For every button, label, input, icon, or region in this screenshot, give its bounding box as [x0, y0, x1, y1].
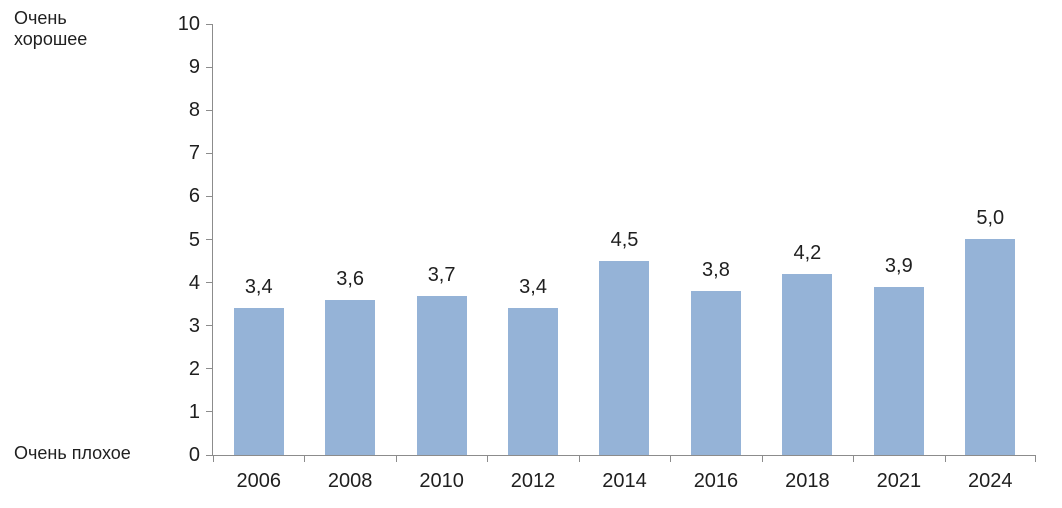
bar-value-label: 3,8 [702, 259, 730, 281]
bar-column-2014: 4,5 2014 [579, 24, 670, 492]
y-axis-tick-label: 5 [188, 228, 200, 251]
bar-value-label: 3,9 [884, 255, 913, 277]
bar [690, 291, 741, 455]
x-axis-tick [1035, 455, 1036, 462]
bar-column-2024: 5,0 2024 [945, 24, 1036, 492]
y-axis-tick [206, 325, 213, 327]
bar-value-label: 3,6 [336, 268, 365, 290]
y-axis-tick [206, 239, 213, 240]
bar-column-2018: 4,2 2018 [762, 24, 853, 492]
bar [508, 308, 559, 455]
y-axis-tick [206, 109, 213, 111]
y-axis-tick [206, 411, 213, 413]
y-axis-tick-label: 2 [188, 357, 200, 380]
x-axis-category-label: 2024 [968, 470, 1013, 492]
x-axis-tick [761, 455, 763, 462]
x-axis-tick [304, 455, 306, 462]
x-axis-category-label: 2008 [327, 470, 373, 492]
plot-area: 0 1 2 3 4 5 6 7 8 9 10 3,4 2006 3,6 2008 3,7 2010 3,4 2012… [178, 13, 1036, 492]
x-axis-category-label: 2012 [510, 470, 556, 492]
bar [233, 308, 284, 455]
y-axis-tick [206, 368, 213, 370]
y-axis-top-label: Очень хорошее [14, 8, 88, 49]
y-axis-tick-label: 1 [188, 400, 200, 423]
y-axis-tick-label: 8 [188, 99, 200, 122]
x-axis-category-label: 2018 [785, 470, 830, 492]
bar-value-label: 4,2 [793, 242, 822, 264]
y-axis-bottom-label: Очень плохое [14, 443, 131, 463]
y-axis-tick-label: 4 [188, 271, 200, 294]
y-axis-tick [206, 454, 213, 456]
x-axis-tick [487, 455, 489, 462]
bar-value-label: 3,7 [427, 264, 456, 286]
y-axis-tick [206, 282, 213, 284]
bar-column-2008: 3,6 2008 [304, 24, 395, 492]
y-axis-tick [206, 23, 213, 25]
bar [416, 296, 467, 455]
x-axis-category-label: 2010 [419, 470, 464, 492]
bar [965, 239, 1016, 455]
bar-column-2010: 3,7 2010 [396, 24, 487, 492]
bar [599, 261, 650, 455]
bar-value-label: 3,4 [519, 276, 547, 298]
x-axis-category-label: 2014 [602, 470, 647, 492]
x-axis-tick [578, 455, 580, 462]
x-axis-tick [944, 455, 946, 462]
y-axis-tick-label: 6 [188, 185, 200, 208]
y-axis-tick [206, 152, 213, 154]
x-axis-tick [395, 455, 397, 462]
bar-column-2012: 3,4 2012 [487, 24, 578, 492]
bar [782, 274, 833, 455]
bar-column-2021: 3,9 2021 [853, 24, 944, 492]
x-axis-tick [213, 455, 214, 462]
bar-value-label: 3,4 [244, 276, 273, 298]
y-axis-tick-label: 0 [188, 444, 200, 466]
bar-value-label: 5,0 [976, 207, 1005, 229]
x-axis-category-label: 2021 [876, 470, 922, 492]
y-axis-tick-label: 7 [188, 142, 200, 165]
y-axis-tick [206, 66, 213, 68]
x-axis-tick [853, 455, 855, 462]
y-axis-tick-label: 3 [188, 314, 200, 337]
y-axis-tick-label: 9 [188, 56, 200, 79]
x-axis-tick [670, 455, 672, 462]
bar [325, 300, 376, 455]
bar-value-label: 4,5 [610, 229, 639, 251]
x-axis-category-label: 2016 [693, 470, 739, 492]
y-axis-tick [206, 195, 213, 197]
bar-column-2006: 3,4 2006 [213, 24, 304, 492]
bar-column-2016: 3,8 2016 [670, 24, 761, 492]
y-axis-tick-label: 10 [177, 13, 200, 35]
x-axis-category-label: 2006 [236, 470, 281, 492]
bar [873, 287, 924, 455]
